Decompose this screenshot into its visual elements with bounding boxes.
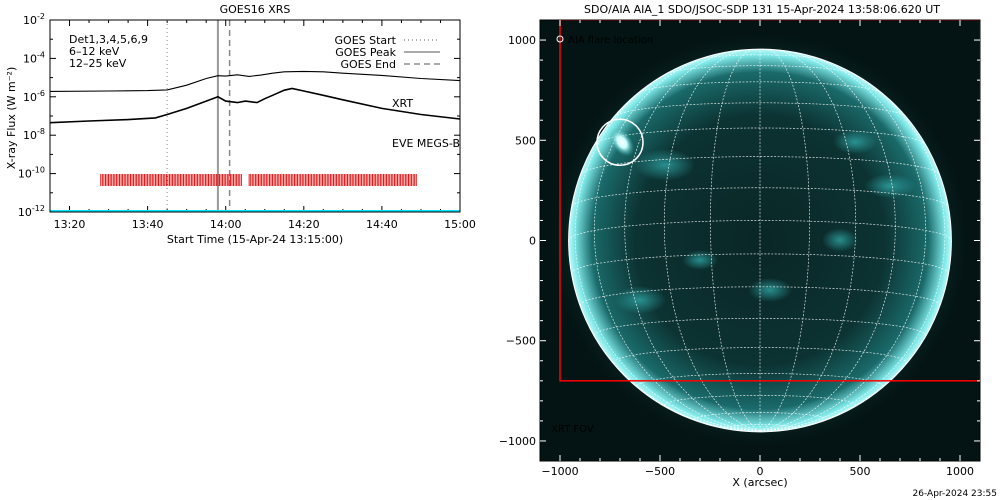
heliographic-grid bbox=[568, 48, 952, 433]
grid-line bbox=[638, 81, 882, 94]
goes-legend-right-entry: GOES Start bbox=[335, 34, 397, 47]
grid-line bbox=[574, 64, 761, 432]
aia-legend-circle-icon bbox=[556, 35, 564, 43]
aia-legend-label: AIA flare location bbox=[568, 35, 653, 46]
grid-line bbox=[663, 394, 857, 406]
goes-y-ticks: 10-12 10-10 10-8 10-6 10-4 10-2 bbox=[18, 12, 460, 219]
grid-line bbox=[759, 49, 857, 432]
aia-y-tick-label: −1000 bbox=[499, 435, 536, 448]
goes-x-tick-label: 14:20 bbox=[288, 218, 320, 231]
goes-y-tick-label: 10-12 bbox=[18, 204, 45, 219]
goes-long-channel-line bbox=[50, 70, 460, 92]
eve-megs-b-label: EVE MEGS-B bbox=[392, 137, 460, 150]
aia-y-ticks: −1000 −500 0 500 1000 bbox=[499, 34, 980, 448]
goes-markers bbox=[166, 20, 231, 212]
grid-line bbox=[624, 49, 761, 432]
goes-x-ticks: 13:20 13:40 14:00 14:20 14:40 15:00 bbox=[49, 20, 476, 231]
aia-y-tick-label: 1000 bbox=[508, 34, 536, 47]
footer-timestamp: 26-Apr-2024 23:55 bbox=[913, 489, 997, 499]
aia-legend: AIA flare location bbox=[556, 35, 653, 46]
goes-y-tick-label: 10-6 bbox=[23, 89, 45, 104]
aia-y-tick-label: 500 bbox=[515, 134, 536, 147]
goes-legend-left-entry: 12–25 keV bbox=[69, 57, 127, 70]
goes-y-tick-label: 10-8 bbox=[23, 127, 45, 142]
aia-x-tick-label: −1000 bbox=[541, 465, 578, 478]
aia-title: SDO/AIA AIA_1 SDO/JSOC-SDP 131 15-Apr-20… bbox=[584, 3, 940, 16]
goes-legend-left-entry: 6–12 keV bbox=[69, 45, 120, 58]
grid-line bbox=[580, 156, 940, 175]
xrt-fov-box bbox=[559, 20, 980, 382]
aia-flare-location-circle bbox=[596, 118, 644, 167]
goes-x-tick-label: 14:00 bbox=[210, 218, 242, 231]
xrt-coverage-bars bbox=[100, 174, 417, 186]
aia-x-tick-label: −500 bbox=[645, 465, 675, 478]
grid-line bbox=[759, 64, 946, 432]
goes-short-channel-line bbox=[50, 87, 460, 124]
flare-brightening bbox=[609, 127, 635, 157]
aia-panel: SDO/AIA AIA_1 SDO/JSOC-SDP 131 15-Apr-20… bbox=[499, 3, 981, 489]
goes-x-tick-label: 13:20 bbox=[54, 218, 86, 231]
goes-legend-left-entry: Det1,3,4,5,6,9 bbox=[69, 33, 148, 46]
grid-line bbox=[666, 65, 854, 74]
aia-xlabel: X (arcsec) bbox=[732, 476, 787, 489]
grid-line bbox=[613, 102, 907, 117]
goes-plot-frame bbox=[49, 19, 461, 213]
goes-x-tick-label: 15:00 bbox=[444, 218, 476, 231]
goes-y-tick-label: 10-2 bbox=[23, 12, 45, 27]
aia-y-tick-label: −500 bbox=[506, 335, 536, 348]
goes-title: GOES16 XRS bbox=[220, 3, 291, 16]
goes-xlabel: Start Time (15-Apr-24 13:15:00) bbox=[167, 233, 343, 246]
aia-x-tick-label: 1000 bbox=[946, 465, 974, 478]
grid-line bbox=[759, 49, 896, 432]
aia-x-tick-label: 500 bbox=[850, 465, 871, 478]
goes-y-tick-label: 10-4 bbox=[23, 50, 45, 65]
goes-series bbox=[50, 70, 460, 124]
goes-legend-right-entry: GOES End bbox=[340, 58, 396, 71]
aia-y-tick-label: 0 bbox=[529, 235, 536, 248]
goes-x-tick-label: 14:40 bbox=[366, 218, 398, 231]
xrt-fov-label: XRT FOV bbox=[551, 424, 594, 435]
goes-legend-right-entry: GOES Peak bbox=[335, 46, 396, 59]
active-regions bbox=[614, 130, 916, 314]
goes-panel: GOES16 XRS X-ray Flux (W m⁻²) Start Time… bbox=[5, 3, 476, 246]
grid-line bbox=[663, 49, 761, 432]
goes-y-tick-label: 10-10 bbox=[18, 166, 45, 181]
goes-x-tick-label: 13:40 bbox=[132, 218, 164, 231]
aia-x-tick-label: 0 bbox=[757, 465, 764, 478]
goes-ylabel: X-ray Flux (W m⁻²) bbox=[5, 67, 18, 169]
solar-limb bbox=[568, 48, 952, 433]
aia-x-ticks: −1000 −500 0 500 1000 bbox=[541, 20, 974, 478]
xrt-label: XRT bbox=[392, 97, 413, 110]
grid-line bbox=[613, 347, 907, 363]
